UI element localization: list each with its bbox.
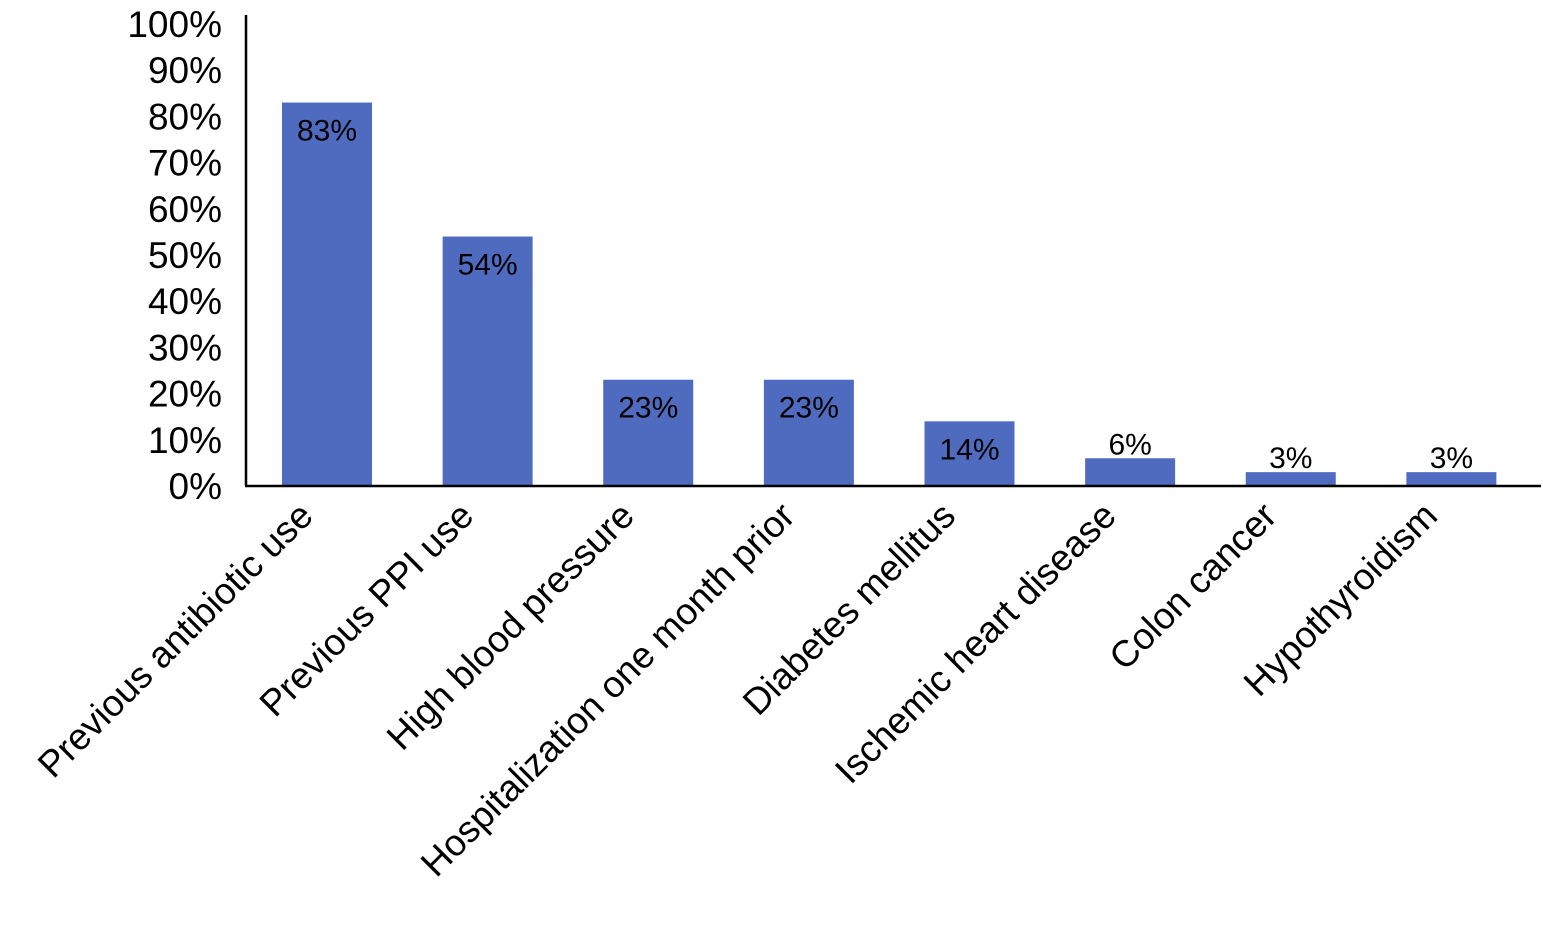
bar xyxy=(924,421,1015,486)
bar xyxy=(1085,458,1176,486)
category-label: Colon cancer xyxy=(1101,495,1284,678)
y-tick-label: 10% xyxy=(148,420,222,461)
bar xyxy=(603,379,694,486)
bar xyxy=(282,102,372,486)
data-label: 54% xyxy=(458,249,518,282)
y-tick-label: 90% xyxy=(148,50,222,91)
data-label: 6% xyxy=(1108,428,1151,461)
y-tick-label: 100% xyxy=(127,4,222,45)
bar xyxy=(442,236,533,486)
data-label: 14% xyxy=(939,433,999,466)
y-tick-label: 0% xyxy=(169,466,222,507)
y-tick-label: 50% xyxy=(148,235,222,276)
data-labels: 83% 54% 23% 23% 14% 6% 3% 3% xyxy=(297,115,1473,476)
y-tick-label: 60% xyxy=(148,189,222,230)
data-label: 3% xyxy=(1430,442,1473,475)
bar xyxy=(1406,472,1497,486)
data-label: 3% xyxy=(1269,442,1312,475)
data-label: 83% xyxy=(297,115,357,148)
data-label: 23% xyxy=(779,392,839,425)
y-tick-label: 40% xyxy=(148,281,222,322)
data-label: 23% xyxy=(618,392,678,425)
y-axis-ticks: 0% 10% 20% 30% 40% 50% 60% 70% 80% 90% 100% xyxy=(127,4,222,507)
y-tick-label: 20% xyxy=(148,374,222,415)
bar xyxy=(763,379,854,486)
category-label: Previous antibiotic use xyxy=(30,495,321,786)
bars xyxy=(282,102,1497,486)
category-label: Ischemic heart disease xyxy=(827,495,1124,792)
bar xyxy=(1245,472,1336,486)
y-tick-label: 70% xyxy=(148,143,222,184)
y-tick-label: 30% xyxy=(148,327,222,368)
y-tick-label: 80% xyxy=(148,96,222,137)
